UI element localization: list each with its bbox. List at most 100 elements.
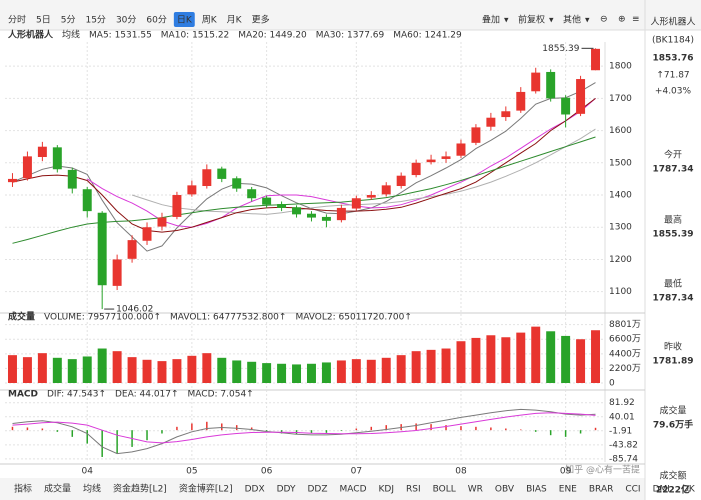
indicator-tab[interactable]: 指标 xyxy=(14,483,32,495)
volume-bar xyxy=(366,359,376,383)
indicator-tab[interactable]: WR xyxy=(468,485,483,495)
candle-body xyxy=(366,195,376,198)
period-tab[interactable]: 更多 xyxy=(252,14,270,26)
indicator-tab[interactable]: DDY xyxy=(277,485,296,495)
menu[interactable]: ≡ xyxy=(632,15,640,25)
volume-bar xyxy=(127,357,137,383)
candle-body xyxy=(531,72,541,92)
tool-button[interactable]: 前复权 xyxy=(518,14,545,26)
candle-body xyxy=(546,71,556,99)
indicator-tab[interactable]: CCI xyxy=(625,485,640,495)
candle-body xyxy=(411,162,421,176)
y-tick-label: 1500 xyxy=(609,158,632,168)
y-tick-label: 1100 xyxy=(609,287,632,297)
indicator-line xyxy=(131,128,596,215)
stat-label: 昨收 xyxy=(664,341,682,353)
y-tick-label: 1200 xyxy=(609,255,632,265)
candle-body xyxy=(336,207,346,221)
volume-bar xyxy=(336,360,346,383)
volume-bar xyxy=(157,361,167,383)
candle-body xyxy=(591,48,601,71)
indicator-tab[interactable]: 资金趋势[L2] xyxy=(113,483,167,495)
candle-body xyxy=(217,168,227,179)
candle-body xyxy=(561,97,571,115)
candle-body xyxy=(22,156,32,179)
volume-bar xyxy=(82,356,92,383)
volume-bar xyxy=(411,351,421,383)
candle-body xyxy=(52,147,62,170)
legend-entry: MA5: 1531.55 xyxy=(89,31,152,41)
volume-bar xyxy=(112,351,122,383)
legend-entry: MA10: 1515.22 xyxy=(161,31,229,41)
y-tick-label: 2200万 xyxy=(609,364,641,374)
indicator-tab[interactable]: DDZ xyxy=(307,485,327,495)
indicator-tab[interactable]: KDJ xyxy=(379,485,395,495)
legend-entry: DIF: 47.543↑ xyxy=(47,390,106,400)
volume-bar xyxy=(306,363,316,383)
period-tab[interactable]: 15分 xyxy=(85,15,105,26)
zoom-in[interactable]: ⊕ xyxy=(618,15,626,25)
candle-body xyxy=(202,169,212,187)
y-tick-label: 1800 xyxy=(609,62,632,72)
volume-bar xyxy=(142,359,152,383)
period-tab[interactable]: 月K xyxy=(227,15,243,26)
indicator-tab[interactable]: 均线 xyxy=(83,483,101,495)
indicator-tab[interactable]: DK xyxy=(682,485,696,495)
y-tick-label: 1700 xyxy=(609,94,632,104)
candle-body xyxy=(292,207,302,215)
quote-percent: +4.03% xyxy=(655,87,692,97)
x-tick-label: 08 xyxy=(455,467,467,477)
indicator-tab[interactable]: 成交量 xyxy=(44,483,71,495)
period-tab[interactable]: 60分 xyxy=(146,15,166,26)
stat-value: 1787.34 xyxy=(653,294,694,304)
period-tab[interactable]: 周K xyxy=(202,15,218,26)
indicator-tab[interactable]: OBV xyxy=(495,485,515,495)
candle-body xyxy=(441,156,451,159)
indicator-tab[interactable]: BOLL xyxy=(433,485,456,495)
indicator-tab[interactable]: BRAR xyxy=(589,485,613,495)
indicator-tab[interactable]: ENE xyxy=(559,485,577,495)
period-tab[interactable]: 30分 xyxy=(116,15,136,26)
period-tab[interactable]: 日K xyxy=(177,15,193,26)
candle-body xyxy=(232,178,242,189)
period-tab[interactable]: 5日 xyxy=(36,15,51,26)
quote-change: ↑71.87 xyxy=(656,71,689,81)
high-label: 1855.39 xyxy=(542,44,579,54)
stat-label: 最高 xyxy=(664,214,682,226)
volume-bar xyxy=(97,348,107,383)
indicator-tab[interactable]: DDX xyxy=(245,485,265,495)
y-tick-label: 1600 xyxy=(609,126,632,136)
stat-label: 成交额 xyxy=(659,470,686,482)
tool-button[interactable]: 其他 xyxy=(563,14,581,26)
tool-button[interactable]: 叠加 xyxy=(482,15,500,26)
indicator-tab[interactable]: RSI xyxy=(406,485,421,495)
indicator-tab[interactable]: MACD xyxy=(340,485,367,495)
candle-body xyxy=(321,216,331,221)
x-tick-label: 05 xyxy=(186,467,197,477)
x-tick-label: 07 xyxy=(351,467,362,477)
period-tab[interactable]: 分时 xyxy=(8,14,26,26)
stat-value: 1781.89 xyxy=(653,357,694,367)
y-tick-label: -43.82 xyxy=(609,440,638,450)
candle-body xyxy=(516,91,526,111)
quote-price: 1853.76 xyxy=(653,54,694,64)
volume-bar xyxy=(187,355,197,383)
period-tab[interactable]: 5分 xyxy=(61,15,76,26)
y-tick-label: -85.74 xyxy=(609,454,638,464)
indicator-line xyxy=(12,412,596,444)
indicator-tab[interactable]: BIAS xyxy=(526,485,547,495)
zoom-out[interactable]: ⊖ xyxy=(600,15,608,25)
legend-entry: MAVOL2: 65011720.700↑ xyxy=(295,313,411,323)
volume-bar xyxy=(546,331,556,383)
y-tick-label: -1.91 xyxy=(609,426,632,436)
indicator-tab[interactable]: DMI xyxy=(653,485,670,495)
candle-body xyxy=(501,111,511,118)
quote-code: (BK1184) xyxy=(652,36,694,46)
volume-bar xyxy=(22,357,32,383)
dropdown-arrow: ▾ xyxy=(585,16,590,26)
indicator-tab[interactable]: 资金博弈[L2] xyxy=(179,483,233,495)
indicator-line xyxy=(12,82,596,252)
panel-title: 人形机器人 xyxy=(7,29,54,41)
candle-body xyxy=(142,227,152,241)
